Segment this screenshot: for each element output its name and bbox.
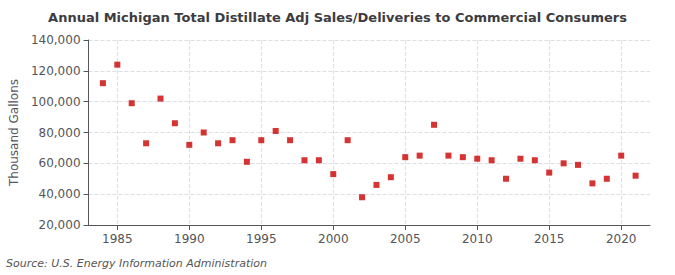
- svg-text:Annual Michigan Total Distilla: Annual Michigan Total Distillate Adj Sal…: [48, 10, 627, 25]
- svg-text:60,000: 60,000: [39, 156, 81, 170]
- svg-text:2015: 2015: [534, 232, 565, 246]
- svg-text:Thousand Gallons: Thousand Gallons: [7, 79, 21, 187]
- svg-text:100,000: 100,000: [31, 95, 81, 109]
- svg-text:1985: 1985: [102, 232, 133, 246]
- svg-text:2010: 2010: [462, 232, 493, 246]
- svg-text:120,000: 120,000: [31, 64, 81, 78]
- svg-text:2000: 2000: [318, 232, 349, 246]
- svg-text:80,000: 80,000: [39, 126, 81, 140]
- svg-text:40,000: 40,000: [39, 187, 81, 201]
- svg-text:140,000: 140,000: [31, 33, 81, 47]
- svg-text:1995: 1995: [246, 232, 277, 246]
- svg-text:2005: 2005: [390, 232, 421, 246]
- svg-text:2020: 2020: [606, 232, 637, 246]
- svg-text:1990: 1990: [174, 232, 205, 246]
- svg-text:20,000: 20,000: [39, 218, 81, 232]
- svg-text:Source: U.S. Energy Informatio: Source: U.S. Energy Information Administ…: [6, 257, 267, 270]
